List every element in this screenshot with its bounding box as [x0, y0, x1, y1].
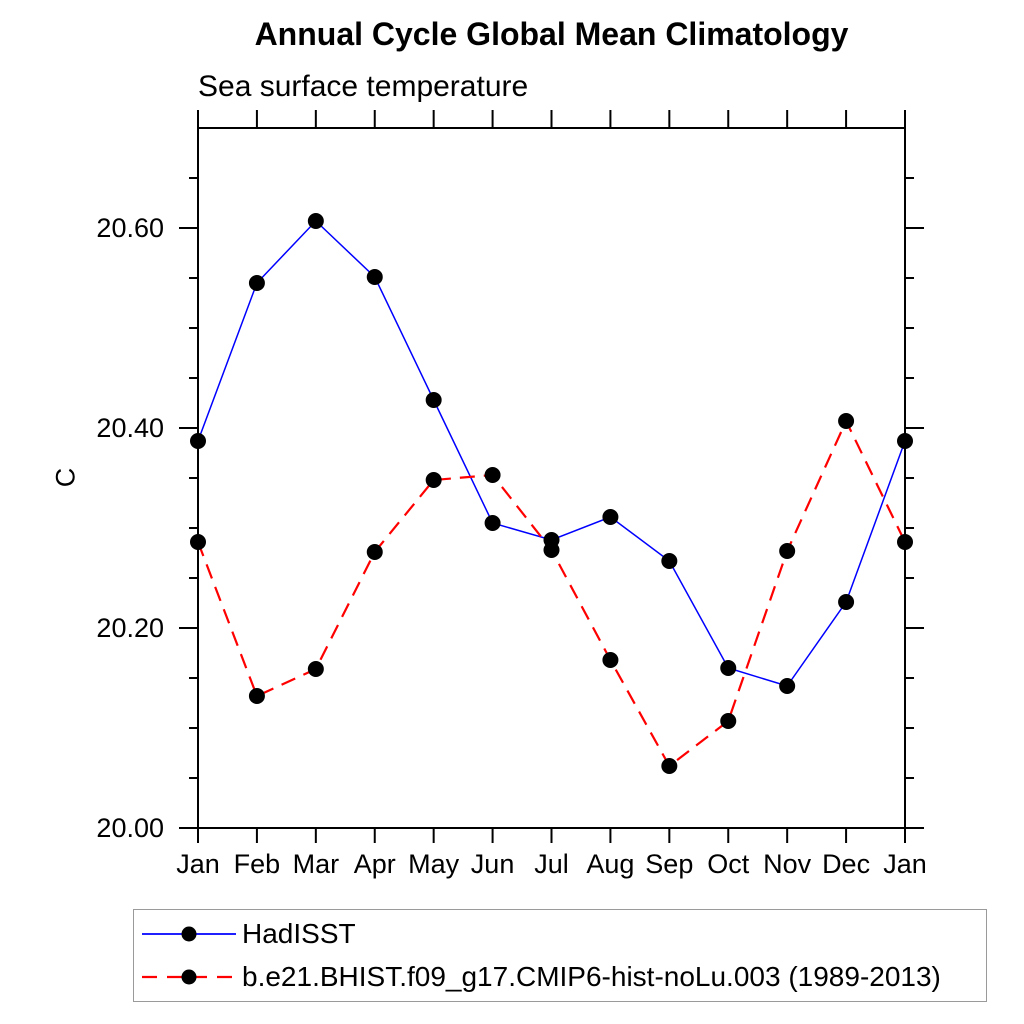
series-marker-1: [484, 467, 501, 483]
x-tick-label: Jan: [176, 849, 220, 879]
series-marker-1: [248, 688, 265, 704]
x-tick-label: May: [408, 849, 460, 879]
x-tick-label: Jan: [883, 849, 927, 879]
series-marker-1: [779, 543, 796, 559]
x-tick-label: Sep: [645, 849, 693, 879]
series-marker-1: [602, 652, 619, 668]
y-tick-label: 20.60: [96, 213, 164, 243]
series-marker-0: [779, 678, 796, 694]
x-tick-label: Dec: [822, 849, 870, 879]
series-line-0: [197, 219, 906, 687]
chart-subtitle: Sea surface temperature: [198, 70, 529, 103]
chart-title: Annual Cycle Global Mean Climatology: [254, 16, 849, 52]
x-tick-label: Jul: [534, 849, 569, 879]
x-tick-label: Mar: [293, 849, 340, 879]
series-line-1: [196, 418, 906, 768]
x-tick-label: Nov: [763, 849, 812, 879]
series-marker-0: [838, 594, 855, 610]
x-tick-label: Feb: [234, 849, 281, 879]
legend-marker-dot: [181, 926, 197, 942]
legend-item-model: b.e21.BHIST.f09_g17.CMIP6-hist-noLu.003 …: [139, 957, 986, 997]
x-tick-label: Oct: [707, 849, 750, 879]
series-marker-1: [190, 534, 206, 550]
series-marker-0: [484, 515, 501, 531]
series-marker-1: [425, 472, 442, 488]
series-marker-1: [720, 713, 737, 729]
series-marker-0: [602, 509, 619, 525]
legend-sample-dashed-line: [142, 969, 236, 985]
y-tick-label: 20.00: [96, 813, 164, 843]
series-marker-1: [838, 413, 855, 429]
x-tick-label: Jun: [471, 849, 515, 879]
series-marker-0: [366, 269, 383, 285]
y-tick-label: 20.20: [96, 613, 164, 643]
series-marker-0: [897, 433, 913, 449]
legend-item-hadisst: HadISST: [139, 914, 986, 954]
x-tick-label: Aug: [586, 849, 634, 879]
legend-label-hadisst: HadISST: [242, 917, 356, 949]
series-marker-1: [661, 758, 678, 774]
series-marker-1: [543, 542, 560, 558]
legend-marker-dot: [181, 969, 197, 985]
x-tick-label: Apr: [354, 849, 396, 879]
series-marker-0: [190, 433, 206, 449]
series-marker-0: [661, 553, 678, 569]
series-marker-1: [366, 544, 383, 560]
legend-label-model: b.e21.BHIST.f09_g17.CMIP6-hist-noLu.003 …: [242, 961, 941, 993]
series-marker-0: [720, 660, 737, 676]
series-marker-1: [307, 661, 324, 677]
legend: HadISST b.e21.BHIST.f09_g17.CMIP6-hist-n…: [133, 909, 987, 1002]
legend-sample-solid-line: [142, 926, 236, 942]
series-marker-1: [897, 534, 913, 550]
series-marker-0: [248, 275, 265, 291]
y-tick-label: 20.40: [96, 413, 164, 443]
series-marker-0: [307, 213, 324, 229]
series-marker-0: [425, 392, 442, 408]
